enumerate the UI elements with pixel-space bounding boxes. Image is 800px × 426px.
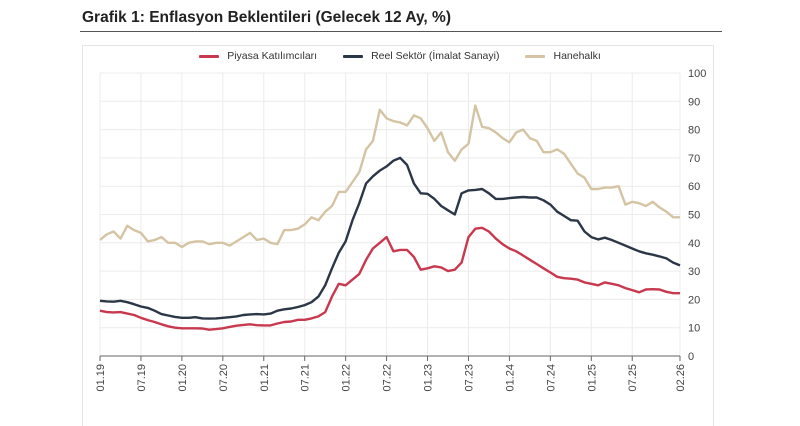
x-tick-label: 01.22 xyxy=(341,364,353,392)
legend-label: Hanehalkı xyxy=(553,50,601,62)
x-tick-label: 07.21 xyxy=(300,364,312,392)
chart-frame xyxy=(82,45,714,426)
x-tick-label: 02.26 xyxy=(675,364,687,392)
y-tick-label: 10 xyxy=(688,323,700,335)
x-tick-label: 01.19 xyxy=(95,364,107,392)
y-tick-label: 100 xyxy=(688,68,706,80)
y-tick-label: 60 xyxy=(688,181,700,193)
x-tick-label: 07.25 xyxy=(627,364,639,392)
x-tick-label: 07.24 xyxy=(545,364,557,392)
y-tick-label: 90 xyxy=(688,96,700,108)
x-tick-label: 07.20 xyxy=(218,364,230,392)
x-tick-label: 07.19 xyxy=(136,364,148,392)
x-tick-label: 01.21 xyxy=(259,364,271,392)
y-tick-label: 20 xyxy=(688,294,700,306)
legend-label: Piyasa Katılımcıları xyxy=(227,50,318,62)
legend-item-piyasa: Piyasa Katılımcıları xyxy=(199,50,317,62)
x-tick-label: 01.23 xyxy=(423,364,435,392)
legend-swatch xyxy=(343,54,364,58)
x-tick-label: 01.20 xyxy=(177,364,189,392)
y-tick-label: 80 xyxy=(688,125,700,137)
series-line-0 xyxy=(99,226,680,331)
series-line-2 xyxy=(99,104,680,249)
chart-title: Grafik 1: Enflasyon Beklentileri (Gelece… xyxy=(82,9,451,26)
series-line-1 xyxy=(99,156,681,320)
title-divider xyxy=(80,31,722,32)
x-tick-label: 01.24 xyxy=(504,364,516,392)
x-tick-label: 07.23 xyxy=(463,364,475,392)
legend-label: Reel Sektör (İmalat Sanayi) xyxy=(371,50,500,62)
legend: Piyasa Katılımcıları Reel Sektör (İmalat… xyxy=(0,50,800,62)
legend-swatch xyxy=(525,54,546,58)
y-tick-label: 40 xyxy=(688,238,700,250)
line-chart: 0 10 20 30 40 50 60 70 80 90 100 01.19 07.19 01.20 07.… xyxy=(95,68,706,392)
legend-item-hanehalki: Hanehalkı xyxy=(525,50,601,62)
x-tick-label: 01.25 xyxy=(586,364,598,392)
y-tick-label: 0 xyxy=(688,351,694,363)
y-tick-label: 50 xyxy=(688,210,700,222)
x-tick-label: 07.22 xyxy=(382,364,394,392)
legend-item-reel: Reel Sektör (İmalat Sanayi) xyxy=(343,50,499,62)
y-tick-label: 30 xyxy=(688,266,700,278)
y-tick-label: 70 xyxy=(688,153,700,165)
legend-swatch xyxy=(199,54,220,58)
